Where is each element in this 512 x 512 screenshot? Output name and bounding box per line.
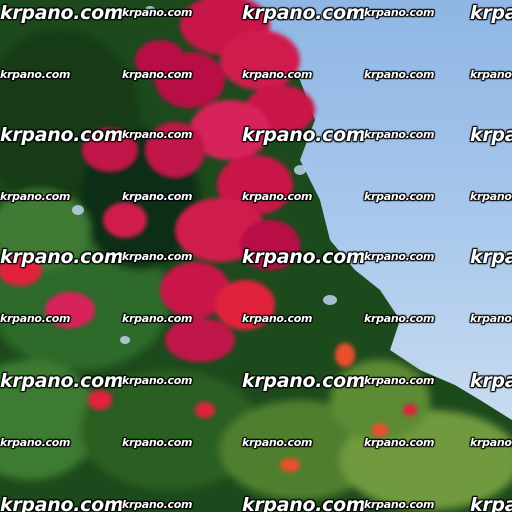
sky-gaps — [72, 6, 337, 344]
bougainvillea-blossoms — [0, 0, 417, 472]
